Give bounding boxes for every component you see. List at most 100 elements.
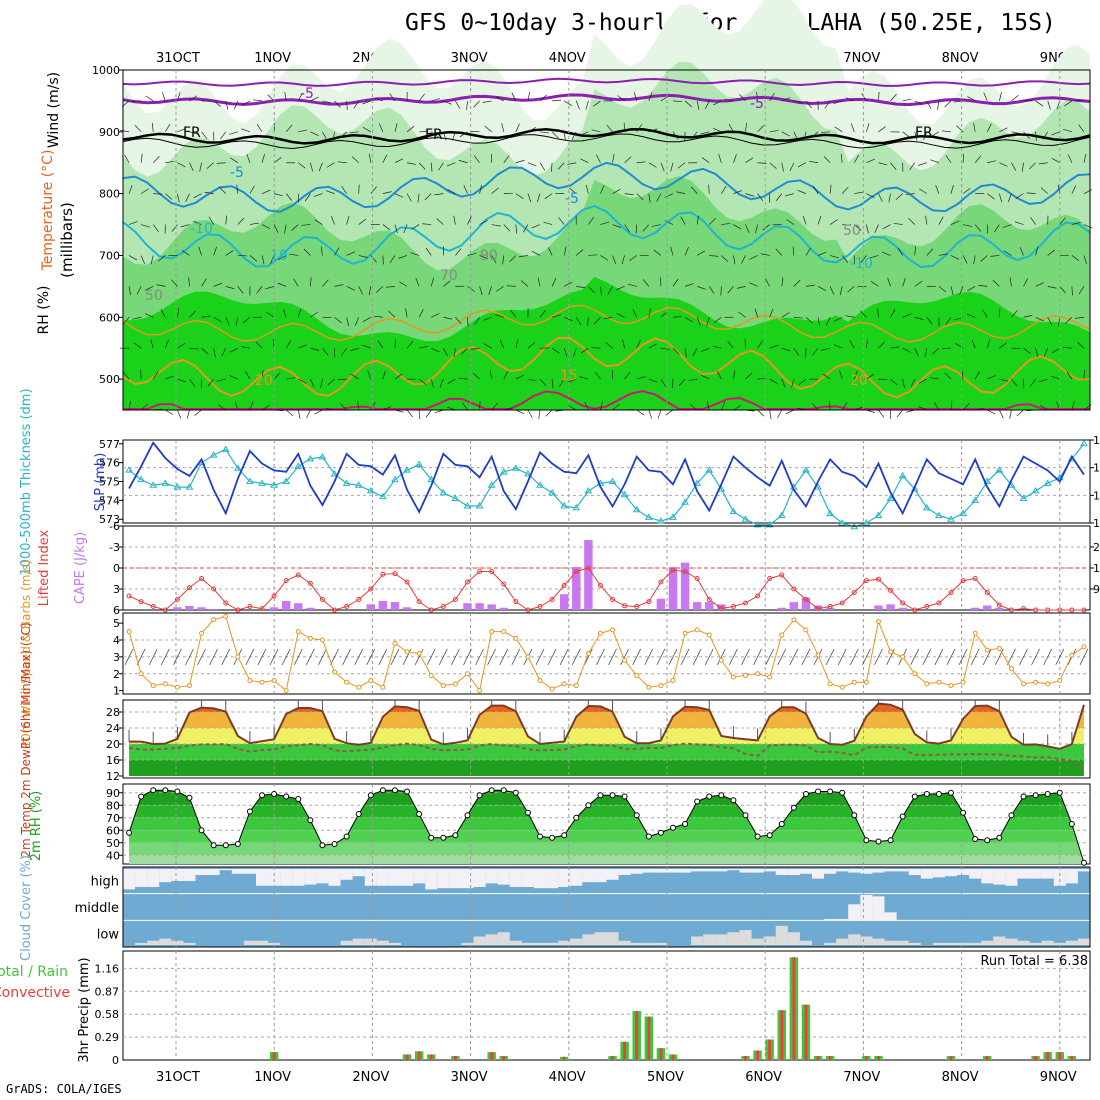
wind-barb xyxy=(757,340,763,349)
cloud-low-bar xyxy=(932,942,945,945)
wind-barb xyxy=(165,123,171,132)
wind-barb xyxy=(527,342,536,349)
wind-barb xyxy=(346,286,355,291)
cloud-high-gap xyxy=(1017,869,1030,879)
wind-barb xyxy=(1059,286,1066,294)
cloud-high-gap xyxy=(606,869,619,880)
cloud-low-bar xyxy=(1029,942,1042,945)
rh-point xyxy=(428,834,435,841)
wind-barb xyxy=(980,255,988,262)
rh-point xyxy=(488,787,495,794)
wind-barb xyxy=(320,379,323,388)
rh-point xyxy=(899,813,906,820)
wind-barb xyxy=(853,370,858,380)
wind-barb xyxy=(489,370,493,380)
wind-barb xyxy=(781,97,791,102)
cloud-high-gap xyxy=(957,869,970,875)
wind-barb xyxy=(467,286,475,292)
wind-speed-point xyxy=(658,683,664,689)
date-label-bottom: 31OCT xyxy=(156,1070,200,1085)
wind-barb xyxy=(789,648,799,666)
lifted-index-point xyxy=(561,583,567,588)
wind-barb xyxy=(896,409,903,418)
wind-barb xyxy=(713,316,722,323)
wind-barb xyxy=(502,255,505,265)
cloud-low-bar xyxy=(1077,938,1090,945)
wind-barb xyxy=(563,131,566,141)
wind-barb xyxy=(225,215,228,225)
cape-bar xyxy=(185,605,194,610)
cloud-low-bar xyxy=(787,932,800,945)
wind-barb xyxy=(418,309,424,318)
wind-barb xyxy=(298,344,307,349)
wind-barb xyxy=(769,308,774,318)
wind-barb xyxy=(545,409,553,417)
cloud-low-bar xyxy=(824,942,837,945)
wind-barb xyxy=(557,162,565,170)
wind-barb xyxy=(1014,221,1024,225)
cape-bar xyxy=(402,607,412,610)
wind-barb xyxy=(692,348,698,357)
cloud-high-gap xyxy=(219,869,232,871)
contour-label: FR xyxy=(183,125,201,141)
cape-bar xyxy=(378,600,388,610)
wind-barb xyxy=(273,224,279,233)
cloud-high-gap xyxy=(824,869,837,874)
wind-barb xyxy=(438,162,444,171)
cloud-low-bar xyxy=(509,940,522,945)
wind-barb xyxy=(144,313,154,318)
cloud-high-gap xyxy=(521,869,534,887)
wind-barb xyxy=(225,250,234,256)
lifted-index-point xyxy=(223,600,229,606)
wind-barb xyxy=(817,215,822,225)
wind-barb xyxy=(567,162,577,165)
wind-speed-point xyxy=(839,684,845,690)
precip-convective-bar xyxy=(453,1056,457,1060)
y-tick-label: 28 xyxy=(106,706,120,719)
cloud-low-bar xyxy=(364,938,377,945)
rh2m-ylabel: 2m RH (%) xyxy=(29,791,44,862)
cloud-high-gap xyxy=(159,869,172,883)
wind-barb xyxy=(1051,375,1060,380)
wind-barb xyxy=(522,224,529,233)
precip-convective-bar xyxy=(864,1056,868,1060)
wind-barb xyxy=(918,406,927,411)
wind-barb xyxy=(447,378,456,385)
wind-barb xyxy=(622,339,625,349)
wind-barb xyxy=(370,186,377,194)
y-tick-label: 575 xyxy=(99,476,120,489)
lifted-index-point xyxy=(634,604,640,609)
wind-barb xyxy=(792,246,795,256)
wind-barb xyxy=(467,252,477,256)
wind-barb xyxy=(910,378,916,388)
wind-barb xyxy=(261,370,264,380)
wind-barb xyxy=(958,648,968,666)
wind-barb xyxy=(902,131,910,138)
prec-frame xyxy=(122,950,1091,1061)
y-tick-label: 40 xyxy=(106,849,120,862)
wind-barb xyxy=(708,286,715,295)
precip-convective-bar xyxy=(804,1004,808,1060)
precip-convective-bar xyxy=(1058,1052,1062,1060)
cloud-high-gap xyxy=(703,869,716,872)
wind-barb xyxy=(399,281,408,287)
cloud-high-gap xyxy=(1005,869,1018,886)
wind-speed-point xyxy=(924,681,930,687)
cloud-low-bar xyxy=(376,940,389,945)
rh-point xyxy=(367,792,374,799)
wind-barb xyxy=(458,159,468,164)
wind-barb xyxy=(914,131,918,141)
wind-barb xyxy=(1047,317,1053,326)
rh-point xyxy=(694,798,701,805)
wind-speed-point xyxy=(271,678,277,683)
wind-barb xyxy=(670,246,674,256)
wind-barb xyxy=(349,131,359,134)
wind-barb xyxy=(926,100,932,110)
wind-barb xyxy=(242,317,251,324)
precip-convective-bar xyxy=(623,1041,627,1060)
wind-barb xyxy=(803,131,807,141)
wind-barb xyxy=(821,131,831,133)
wind-barb xyxy=(833,344,843,349)
wind-barb xyxy=(152,224,159,233)
wind-barb xyxy=(165,193,173,200)
